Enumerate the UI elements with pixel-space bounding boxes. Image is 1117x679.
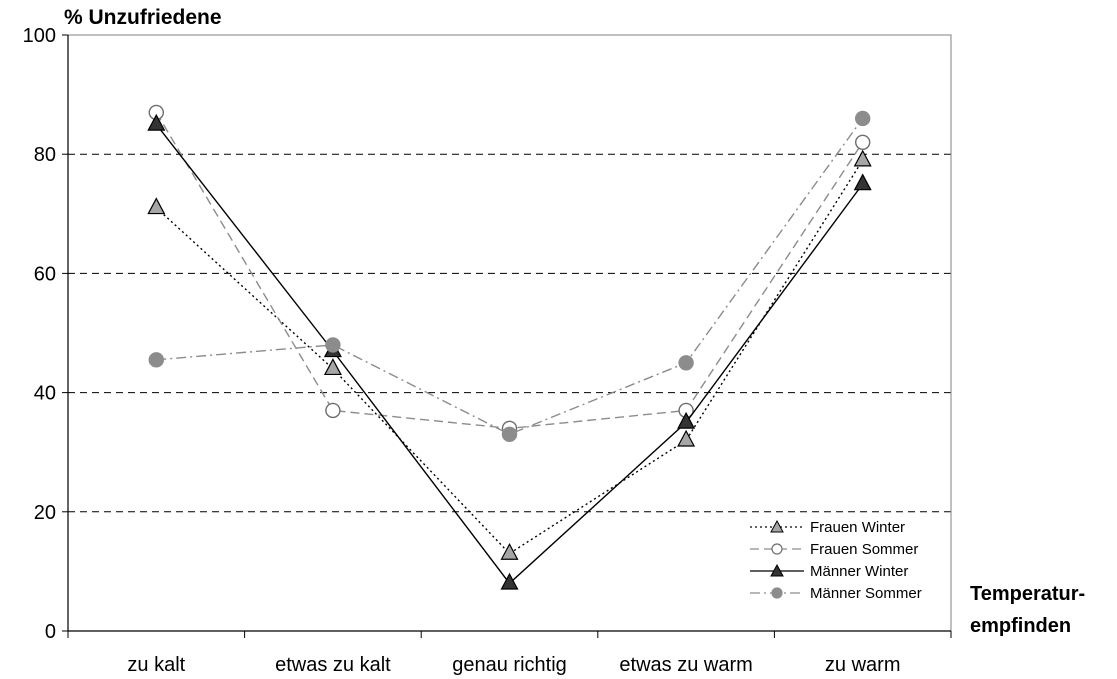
legend-label-frauen-sommer: Frauen Sommer [810,540,919,558]
series-frauen-winter-point-2 [500,542,519,560]
series-frauen-winter-line [155,159,864,555]
legend-item-maenner-winter: Männer Winter [748,560,922,582]
series-maenner-winter-point-3 [677,411,696,429]
series-maenner-sommer-line [156,118,864,436]
legend: Frauen Winter Frauen Sommer Männer Winte… [748,516,922,604]
y-tick-label-100: 100 [23,25,56,47]
series-frauen-winter-point-0 [147,197,166,215]
series-maenner-sommer-point-0 [148,352,165,368]
legend-marker-frauen-winter [770,520,784,533]
x-tick-label-etwas-zu-warm: etwas zu warm [619,654,752,676]
series-frauen-winter-point-1 [323,358,342,376]
x-tick-label-genau-richtig: genau richtig [452,654,567,676]
legend-item-maenner-sommer: Männer Sommer [748,582,922,604]
y-axis-title: % Unzufriedene [64,6,222,29]
legend-label-maenner-winter: Männer Winter [810,562,909,580]
legend-item-frauen-winter: Frauen Winter [748,516,922,538]
series-frauen-winter-point-4 [853,149,872,167]
series-frauen-winter [147,149,872,560]
x-axis-title-line-1: Temperatur- [970,583,1086,605]
series-maenner-sommer-point-4 [855,110,871,127]
series-frauen-sommer-line [155,112,864,430]
legend-swatch-maenner-sommer [750,587,804,599]
series-frauen-winter-point-3 [677,429,696,447]
series-maenner-sommer-point-2 [501,426,518,443]
series-maenner-winter-point-2 [500,572,519,590]
series-frauen-sommer [148,104,871,437]
legend-item-frauen-sommer: Frauen Sommer [748,538,922,560]
series-maenner-sommer-point-3 [678,355,694,371]
series-maenner-winter-point-4 [853,173,872,191]
legend-label-frauen-winter: Frauen Winter [810,518,906,536]
series-maenner-winter-line [155,123,864,585]
legend-swatch-maenner-winter [750,564,804,577]
x-axis-title: Temperatur- empfinden [970,578,1085,642]
legend-label-maenner-sommer: Männer Sommer [810,584,922,602]
x-tick-label-zu-warm: zu warm [825,654,901,676]
legend-swatch-frauen-sommer [750,543,804,555]
x-tick-label-etwas-zu-kalt: etwas zu kalt [275,654,391,676]
legend-swatch-frauen-winter [750,520,804,533]
legend-marker-maenner-winter [770,564,784,577]
series-maenner-winter-point-0 [147,113,166,131]
legend-marker-frauen-sommer [771,543,783,555]
y-tick-label-0: 0 [45,621,56,643]
series-frauen-sommer-point-1 [325,402,341,419]
x-axis-title-line-2: empfinden [970,615,1072,637]
legend-marker-maenner-sommer [771,587,783,599]
y-tick-label-40: 40 [34,383,56,405]
series-maenner-sommer-point-1 [325,337,341,353]
y-tick-label-20: 20 [34,502,56,524]
series-frauen-sommer-point-4 [855,134,871,150]
series-maenner-sommer [148,110,871,443]
y-tick-label-80: 80 [34,144,56,166]
y-tick-label-60: 60 [34,263,56,285]
x-tick-label-zu-kalt: zu kalt [127,654,185,676]
